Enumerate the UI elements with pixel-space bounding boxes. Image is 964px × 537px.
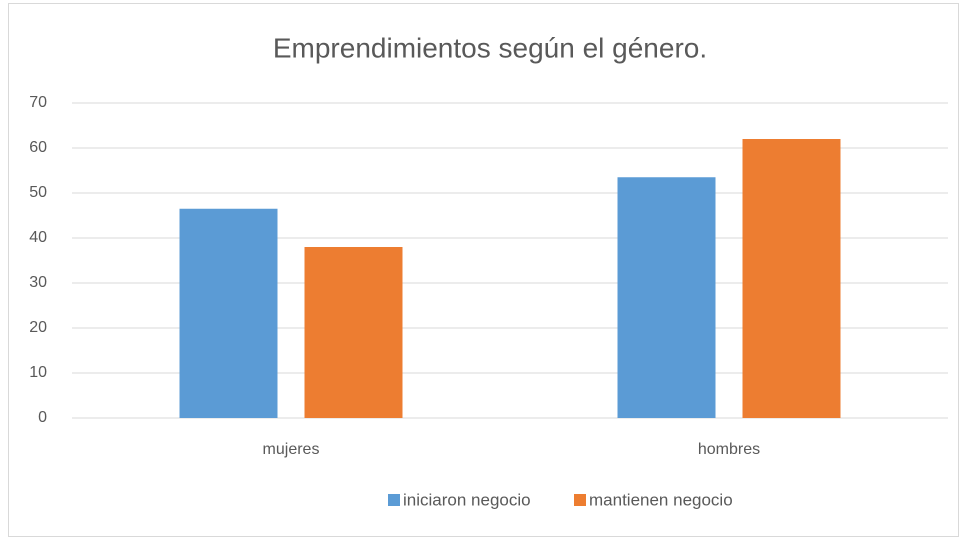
legend-swatch	[388, 494, 400, 506]
legend-swatch	[574, 494, 586, 506]
bar	[304, 247, 403, 418]
y-tick-label: 40	[29, 229, 47, 246]
bar	[742, 139, 841, 418]
bar	[179, 208, 278, 418]
x-tick-label: hombres	[698, 441, 760, 458]
y-tick-label: 0	[38, 409, 47, 426]
y-tick-label: 30	[29, 274, 47, 291]
y-tick-label: 20	[29, 319, 47, 336]
y-tick-label: 50	[29, 184, 47, 201]
y-tick-label: 10	[29, 364, 47, 381]
legend-label: iniciaron negocio	[403, 490, 531, 509]
bar	[617, 177, 716, 418]
y-tick-label: 70	[29, 94, 47, 111]
y-tick-label: 60	[29, 139, 47, 156]
x-tick-label: mujeres	[263, 441, 320, 458]
chart-title: Emprendimientos según el género.	[273, 32, 707, 63]
legend-label: mantienen negocio	[589, 490, 733, 509]
